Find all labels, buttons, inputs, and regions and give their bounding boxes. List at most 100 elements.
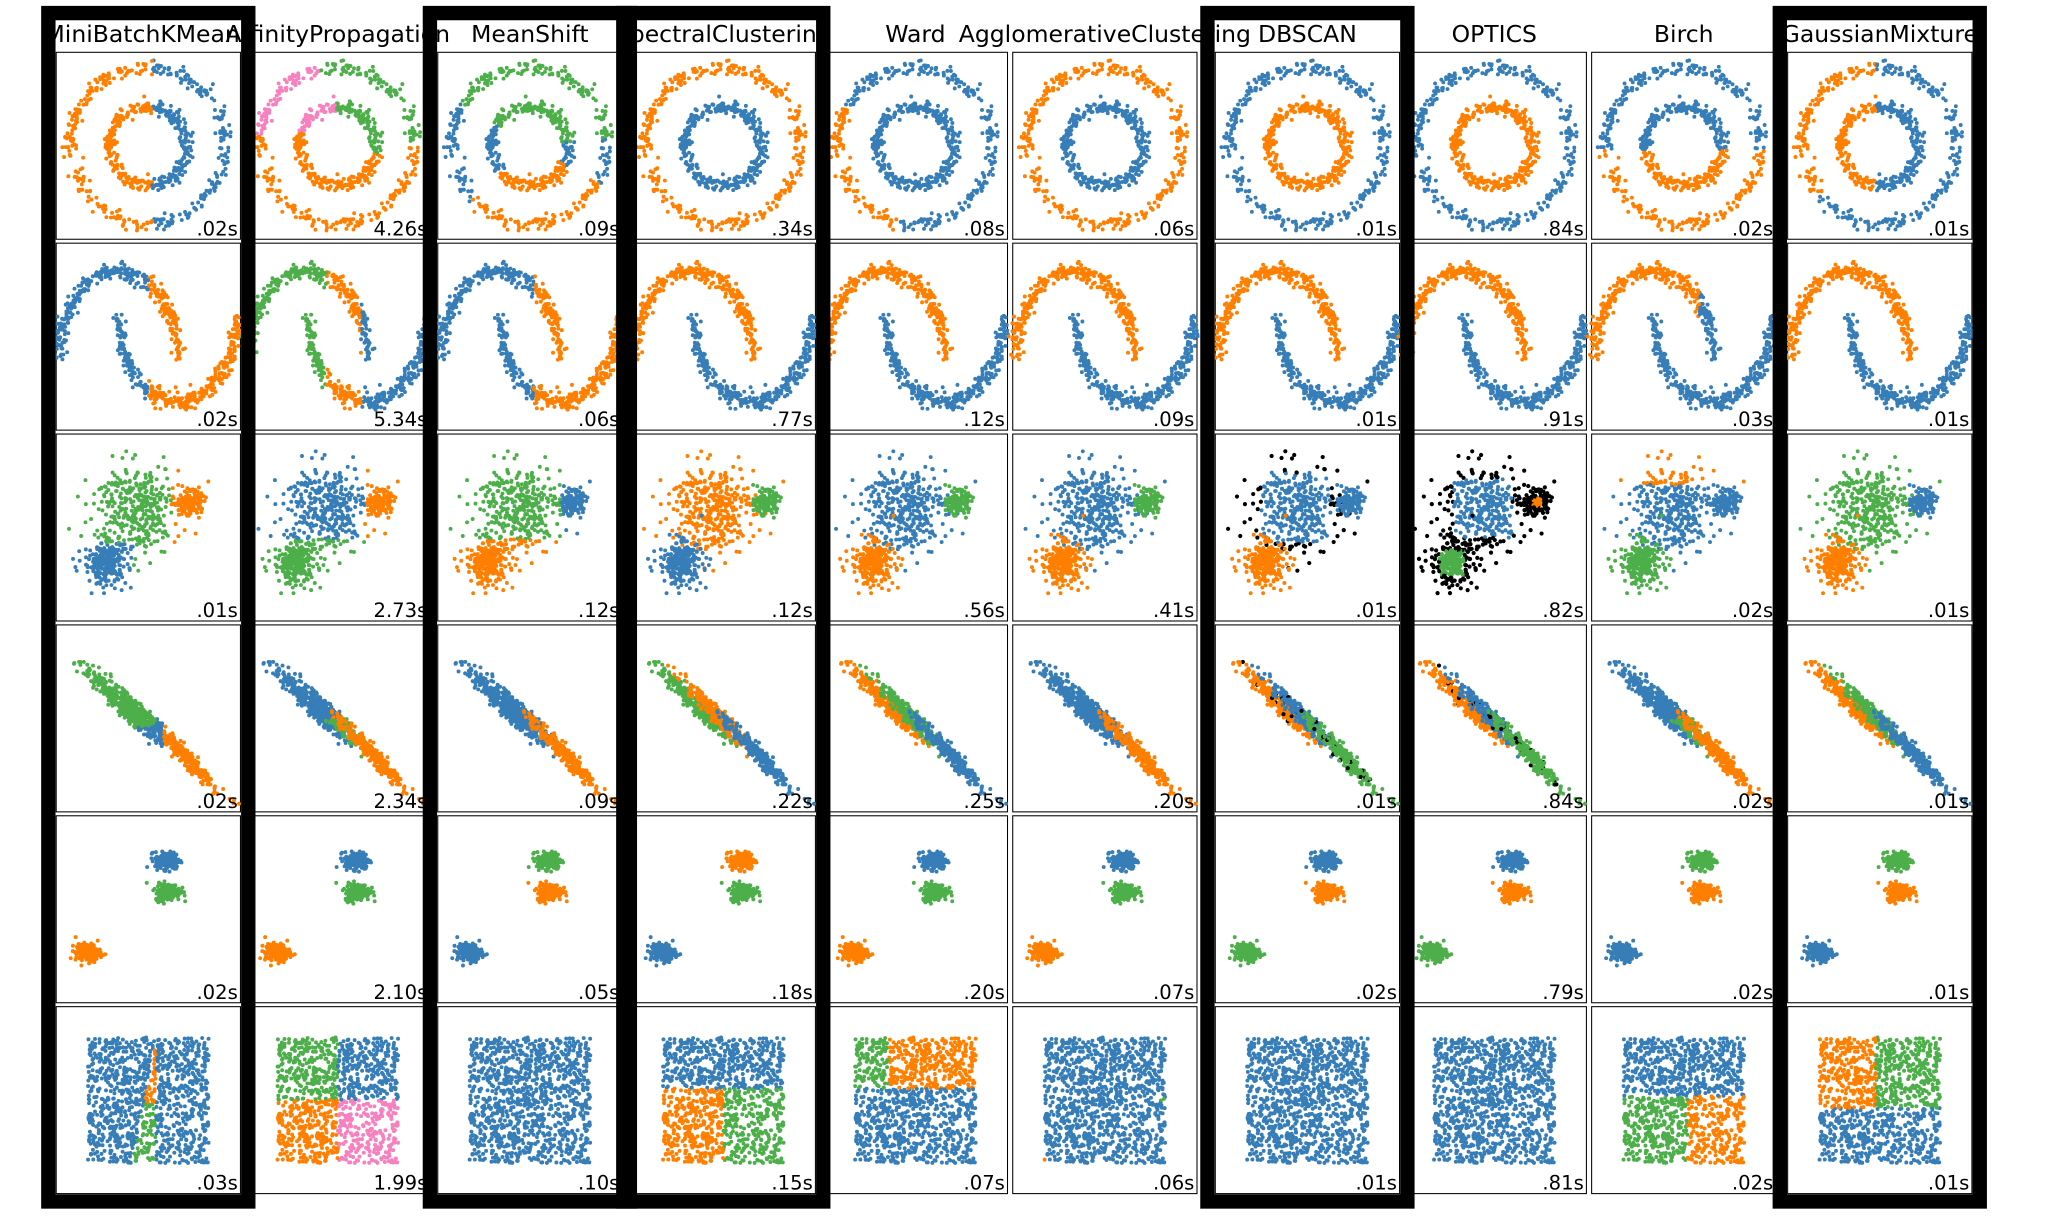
scatter-point [130,178,134,182]
scatter-point [507,115,511,119]
scatter-point [387,92,391,96]
scatter-point [498,120,502,124]
scatter-point [463,176,467,180]
scatter-point [195,82,199,86]
scatter-point [374,134,378,138]
scatter-point [196,88,200,92]
scatter-point [269,99,273,103]
scatter-point [675,87,679,91]
scatter-point [162,227,166,231]
scatter-point [561,218,565,222]
scatter-point [300,211,304,215]
scatter-point [572,155,576,159]
scatter-point [315,115,319,119]
scatter-point [178,69,182,73]
scatter-point [266,179,270,183]
scatter-point [301,141,305,145]
scatter-point [417,123,421,127]
scatter-point [525,62,529,66]
scatter-point [669,196,673,200]
scatter-point [754,81,758,85]
scatter-point [500,177,504,181]
scatter-point [279,198,283,202]
scatter-point [125,180,129,184]
scatter-point [376,139,380,143]
scatter-point [412,104,416,108]
scatter-point [373,78,377,82]
scatter-point [182,117,186,121]
scatter-point [325,181,329,185]
scatter-point [511,68,515,72]
panel-frame [631,52,815,239]
scatter-point [608,149,612,153]
scatter-point [373,121,377,125]
scatter-point [394,189,398,193]
scatter-point [218,146,222,150]
scatter-point [721,172,725,176]
scatter-point [470,86,474,90]
scatter-point [79,167,83,171]
scatter-point [174,175,178,179]
scatter-point [60,145,64,149]
scatter-point [185,134,189,138]
scatter-point [212,186,216,190]
scatter-point [418,134,422,138]
time-label: 4.26s [373,217,427,240]
scatter-point [601,117,605,121]
scatter-point [166,176,170,180]
scatter-point [712,188,716,192]
scatter-point [571,148,575,152]
scatter-point [487,135,491,139]
scatter-point [660,189,664,193]
scatter-point [370,163,374,167]
scatter-point [307,208,311,212]
scatter-point [368,120,372,124]
scatter-point [158,99,162,103]
scatter-point [466,102,470,106]
scatter-point [606,161,610,165]
scatter-point [601,173,605,177]
scatter-point [182,155,186,159]
scatter-point [94,196,98,200]
scatter-point [685,211,689,215]
scatter-point [189,148,193,152]
scatter-point [223,130,227,134]
scatter-point [255,131,259,135]
scatter-point [609,123,613,127]
scatter-point [445,135,449,139]
scatter-point [137,188,141,192]
scatter-point [349,221,353,225]
scatter-point [71,137,75,141]
scatter-point [120,114,124,118]
scatter-point [516,110,520,114]
scatter-point [378,145,382,149]
scatter-point [123,66,127,70]
scatter-point [714,184,718,188]
scatter-point [395,93,399,97]
scatter-point [67,122,71,126]
scatter-point [586,189,590,193]
scatter-point [595,171,599,175]
scatter-point [324,71,328,75]
scatter-point [400,82,404,86]
scatter-point [129,185,133,189]
scatter-point [70,118,74,122]
scatter-point [645,144,649,148]
scatter-point [84,102,88,106]
scatter-point [468,98,472,102]
scatter-point [224,173,228,177]
scatter-point [176,166,180,170]
scatter-point [80,182,84,186]
scatter-point [492,163,496,167]
scatter-point [369,143,373,147]
scatter-point [532,72,536,76]
scatter-point [605,152,609,156]
scatter-point [309,164,313,168]
scatter-point [80,119,84,123]
scatter-point [203,195,207,199]
scatter-point [762,139,766,143]
scatter-point [112,151,116,155]
scatter-point [556,71,560,75]
scatter-point [121,172,125,176]
scatter-point [528,172,532,176]
